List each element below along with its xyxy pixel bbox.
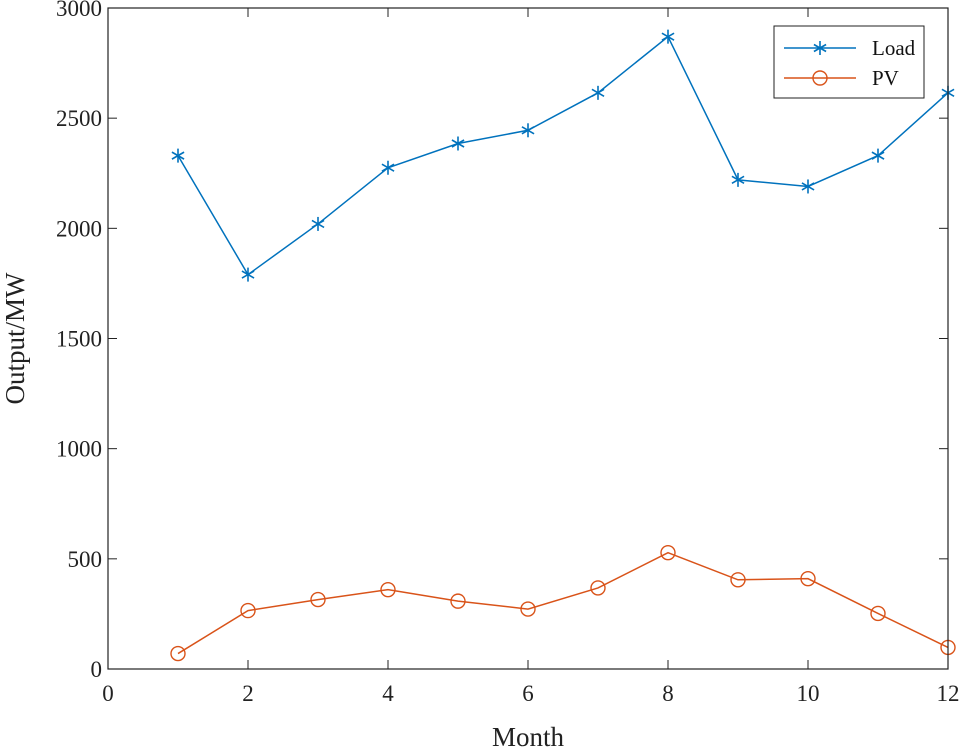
circle-marker bbox=[870, 605, 886, 622]
asterisk-stroke bbox=[801, 182, 815, 191]
asterisk-stroke bbox=[171, 151, 185, 160]
circle-marker bbox=[812, 70, 828, 86]
series-layer bbox=[170, 29, 956, 662]
circle-marker bbox=[520, 601, 536, 617]
x-tick-label: 2 bbox=[242, 681, 254, 706]
data-point-pv bbox=[520, 601, 536, 617]
data-point-pv bbox=[590, 580, 606, 596]
circle-marker bbox=[590, 580, 606, 596]
legend-item-load: Load bbox=[784, 36, 916, 60]
y-tick-label: 2500 bbox=[56, 106, 102, 131]
asterisk-stroke bbox=[241, 270, 255, 279]
x-tick-label: 10 bbox=[797, 681, 820, 706]
asterisk-stroke bbox=[661, 32, 675, 41]
series-line-pv bbox=[177, 551, 949, 655]
legend-items: Load PV bbox=[784, 36, 916, 90]
x-tick-label: 4 bbox=[382, 681, 394, 706]
tick-labels-layer: 0 2 4 6 8 10 12 0 500 1000 1500 2000 2500 3000 bbox=[56, 0, 960, 706]
plot-frame bbox=[107, 7, 949, 670]
asterisk-stroke bbox=[451, 139, 465, 148]
circle-marker bbox=[730, 572, 746, 588]
legend-label: Load bbox=[872, 36, 916, 60]
y-tick-label: 1000 bbox=[56, 437, 102, 462]
legend-item-pv: PV bbox=[784, 66, 899, 90]
x-tick-label: 0 bbox=[102, 681, 114, 706]
circle-marker bbox=[800, 570, 816, 587]
data-point-pv bbox=[310, 591, 326, 608]
data-point-pv bbox=[380, 581, 396, 598]
data-point-load bbox=[801, 179, 815, 194]
data-point-load bbox=[311, 216, 325, 231]
asterisk-stroke bbox=[311, 219, 325, 229]
data-point-pv bbox=[450, 593, 466, 609]
asterisk-stroke bbox=[731, 175, 745, 185]
y-tick-label: 0 bbox=[91, 657, 103, 682]
data-point-load bbox=[171, 148, 185, 163]
y-tick-label: 2000 bbox=[56, 216, 102, 241]
series-pv bbox=[170, 544, 956, 662]
data-point-load bbox=[241, 267, 255, 282]
asterisk-stroke bbox=[381, 163, 395, 172]
legend: Load PV bbox=[773, 25, 925, 99]
legend-box bbox=[773, 25, 925, 99]
data-point-pv bbox=[660, 544, 676, 561]
data-point-load bbox=[451, 136, 465, 151]
asterisk-stroke bbox=[591, 88, 605, 98]
data-point-load bbox=[661, 29, 675, 44]
legend-label: PV bbox=[872, 66, 899, 90]
data-point-load bbox=[591, 85, 605, 100]
series-line-load bbox=[177, 35, 949, 276]
y-tick-label: 1500 bbox=[56, 327, 102, 352]
data-point-load bbox=[381, 160, 395, 175]
y-tick-label: 500 bbox=[68, 547, 103, 572]
ticks-layer bbox=[107, 7, 949, 670]
circle-marker bbox=[170, 645, 186, 662]
data-point-load bbox=[521, 123, 535, 138]
asterisk-stroke bbox=[871, 151, 885, 160]
x-tick-label: 12 bbox=[937, 681, 960, 706]
x-tick-label: 8 bbox=[662, 681, 674, 706]
data-point-pv bbox=[170, 645, 186, 662]
circle-marker bbox=[240, 602, 256, 619]
data-point-pv bbox=[800, 570, 816, 587]
circle-marker bbox=[310, 591, 326, 608]
data-point-pv bbox=[870, 605, 886, 622]
data-point-load bbox=[871, 148, 885, 163]
x-axis-title: Month bbox=[492, 722, 565, 750]
y-tick-label: 3000 bbox=[56, 0, 102, 21]
x-tick-label: 6 bbox=[522, 681, 534, 706]
circle-marker bbox=[660, 544, 676, 561]
y-axis-title: Output/MW bbox=[0, 272, 30, 405]
circle-marker bbox=[380, 581, 396, 598]
circle-marker bbox=[450, 593, 466, 609]
asterisk-stroke bbox=[813, 43, 827, 53]
data-point-load bbox=[731, 172, 745, 187]
data-point-pv bbox=[240, 602, 256, 619]
asterisk-stroke bbox=[521, 126, 535, 135]
data-point-pv bbox=[730, 572, 746, 588]
series-load bbox=[171, 29, 955, 282]
